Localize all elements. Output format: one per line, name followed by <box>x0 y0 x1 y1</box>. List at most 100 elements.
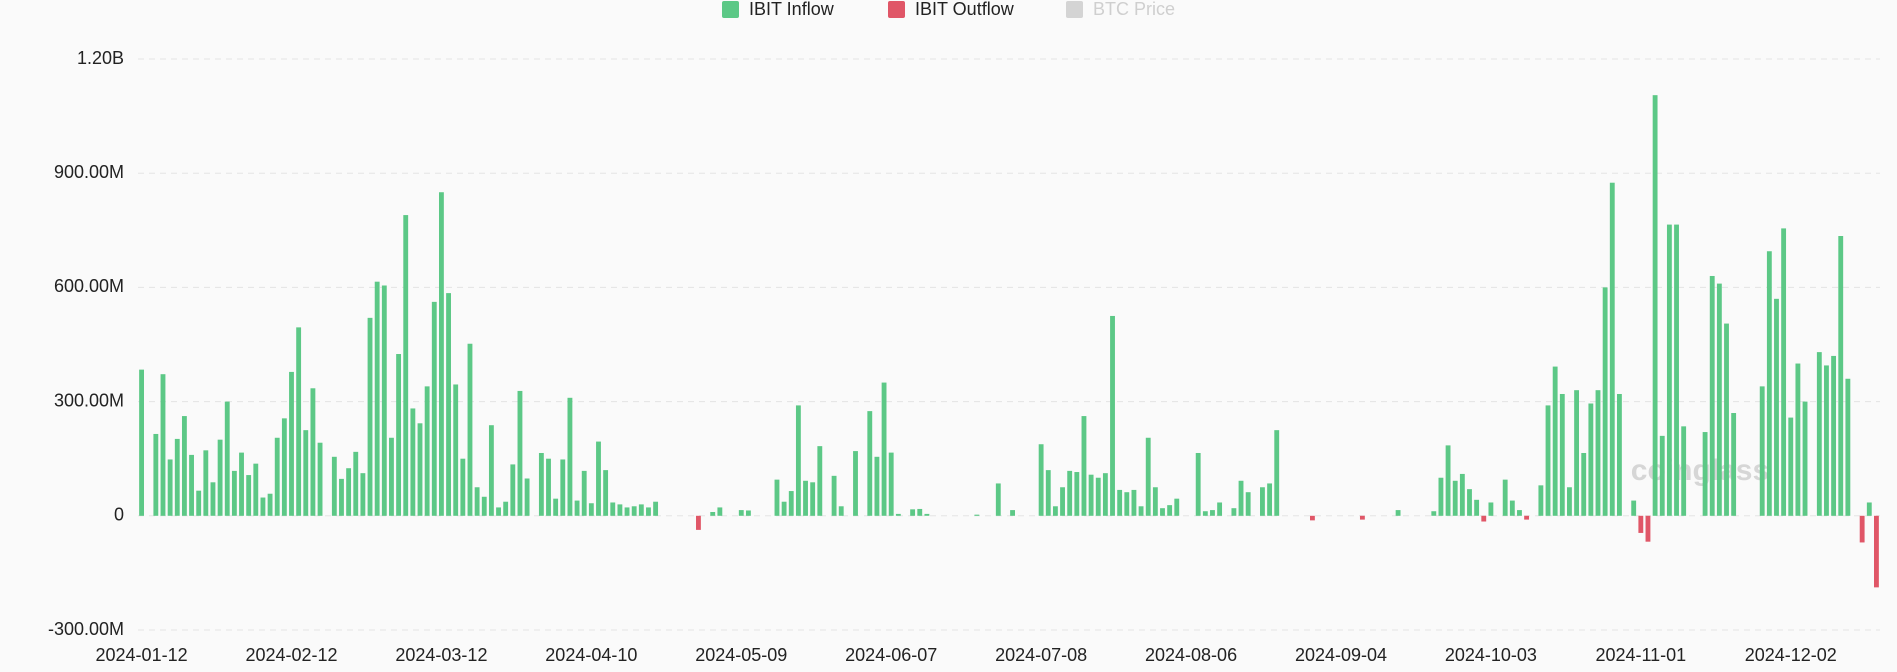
bar <box>895 513 901 516</box>
bar <box>1766 251 1772 516</box>
x-tick-label: 2024-06-07 <box>845 645 937 665</box>
bar <box>1445 445 1451 516</box>
y-tick-label: -300.00M <box>48 619 124 639</box>
bar <box>139 369 144 516</box>
bar <box>1788 417 1794 516</box>
bar <box>1674 224 1679 516</box>
bar <box>653 501 659 516</box>
bar <box>617 504 623 516</box>
bar <box>1616 393 1622 516</box>
bar <box>717 507 723 516</box>
bar <box>1260 487 1265 516</box>
bar <box>588 503 594 516</box>
bar <box>1138 506 1144 516</box>
x-tick-label: 2024-05-09 <box>695 645 787 665</box>
legend-swatch[interactable] <box>1066 1 1083 18</box>
bar <box>1110 315 1115 516</box>
bar <box>1795 363 1801 516</box>
bar <box>738 510 744 516</box>
bar <box>1395 510 1401 516</box>
bar <box>1595 390 1601 516</box>
bar <box>153 433 159 516</box>
bar <box>246 475 252 516</box>
bar <box>1359 515 1365 520</box>
bar <box>1559 393 1565 516</box>
bar <box>310 388 316 516</box>
legend-label[interactable]: IBIT Inflow <box>749 0 835 19</box>
bar <box>1060 487 1065 516</box>
bar <box>1588 403 1594 516</box>
legend-label[interactable]: IBIT Outflow <box>915 0 1015 19</box>
bar <box>1131 489 1137 516</box>
bar <box>1038 444 1044 516</box>
bar <box>1481 515 1487 522</box>
bar <box>888 452 894 516</box>
bar <box>1631 500 1637 516</box>
bar <box>1152 487 1158 516</box>
bar <box>1838 236 1844 516</box>
bar <box>1724 323 1729 516</box>
bar <box>1459 473 1465 516</box>
bar <box>917 508 923 516</box>
bar <box>1645 515 1651 542</box>
bar <box>596 441 601 516</box>
bar <box>189 454 194 516</box>
bar <box>1802 401 1808 516</box>
bar <box>853 451 858 516</box>
legend-label[interactable]: BTC Price <box>1093 0 1175 19</box>
bar <box>1824 365 1829 516</box>
bar <box>360 473 366 516</box>
bar <box>1095 477 1101 516</box>
bar <box>210 482 216 516</box>
bar <box>553 498 559 516</box>
bar <box>1431 511 1437 516</box>
bar <box>1652 95 1658 516</box>
bar <box>1117 489 1123 516</box>
bar <box>1467 489 1472 516</box>
bar <box>1567 487 1572 516</box>
y-tick-label: 600.00M <box>54 276 124 296</box>
bar <box>181 416 187 516</box>
bar <box>1581 452 1587 516</box>
x-tick-label: 2024-02-12 <box>245 645 337 665</box>
y-tick-label: 300.00M <box>54 390 124 410</box>
bar <box>1731 413 1737 516</box>
bar <box>424 386 430 516</box>
bar <box>296 327 302 516</box>
bar <box>289 371 294 516</box>
legend-swatch[interactable] <box>888 1 905 18</box>
bar <box>331 456 337 516</box>
bar <box>1709 275 1715 516</box>
bar <box>646 507 651 516</box>
bar <box>174 438 180 516</box>
bar <box>710 511 716 516</box>
bar <box>1545 405 1551 516</box>
bar <box>167 459 173 516</box>
bar <box>274 437 280 516</box>
bar <box>1502 479 1508 516</box>
x-tick-label: 2024-10-03 <box>1445 645 1537 665</box>
bar <box>453 384 459 516</box>
bar <box>1781 228 1787 516</box>
bar <box>567 397 573 516</box>
bar <box>624 507 630 516</box>
bar <box>481 496 487 516</box>
bar <box>1210 510 1215 516</box>
bar <box>431 301 437 516</box>
bar <box>389 437 394 516</box>
bar <box>1267 483 1273 516</box>
bar <box>995 483 1001 516</box>
bar <box>524 478 530 516</box>
bar <box>1538 485 1544 516</box>
bar <box>974 514 980 516</box>
legend-swatch[interactable] <box>722 1 739 18</box>
bar <box>253 463 259 516</box>
bar <box>924 513 930 516</box>
bar <box>1309 515 1315 521</box>
bar <box>1202 511 1208 516</box>
bar <box>1488 502 1494 516</box>
bar <box>574 500 580 516</box>
bar <box>817 446 823 516</box>
